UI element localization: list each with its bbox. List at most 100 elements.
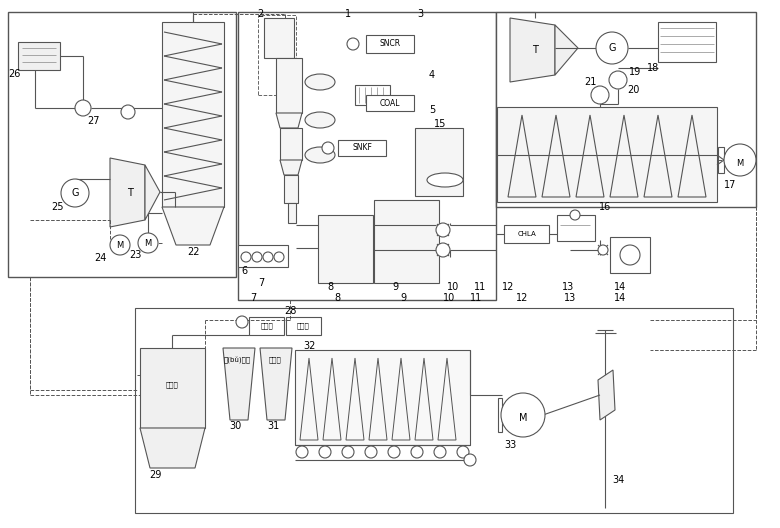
Text: 22: 22 [186,247,199,257]
Text: M: M [736,158,743,167]
Text: 33: 33 [504,440,516,450]
Text: G: G [71,188,79,198]
Text: 液堿泵: 液堿泵 [261,323,273,329]
Bar [497,107,717,202]
Bar [338,140,386,156]
Text: COAL: COAL [380,99,400,108]
Text: 13: 13 [564,293,576,303]
Polygon shape [598,370,615,420]
Bar [610,237,650,273]
Text: M: M [116,240,123,250]
Circle shape [263,252,273,262]
Circle shape [598,245,608,255]
Circle shape [274,252,284,262]
Bar [162,22,224,207]
Circle shape [609,71,627,89]
Bar [366,35,414,53]
Text: T: T [127,188,133,198]
Circle shape [121,105,135,119]
Text: 25: 25 [51,202,64,212]
Bar [496,12,756,207]
Bar [318,215,373,283]
Circle shape [388,446,400,458]
Text: T: T [532,45,538,55]
Bar [658,22,716,62]
Bar [249,317,284,335]
Text: 34: 34 [612,475,624,485]
Text: 液堿罐: 液堿罐 [165,382,179,388]
Bar [504,225,549,243]
Text: 9: 9 [400,293,406,303]
Circle shape [501,393,545,437]
Circle shape [342,446,354,458]
Text: 輸灰機: 輸灰機 [268,357,282,363]
Polygon shape [510,18,555,82]
Text: 18: 18 [647,63,659,73]
Bar [238,12,496,300]
Bar [135,308,733,513]
Polygon shape [140,428,205,468]
Bar [276,58,302,113]
Bar [18,42,60,70]
Polygon shape [280,160,302,175]
Text: M: M [519,413,527,423]
Circle shape [347,38,359,50]
Text: 7: 7 [258,278,264,288]
Bar [286,317,321,335]
Text: 14: 14 [614,293,626,303]
Circle shape [241,252,251,262]
Text: SNCR: SNCR [379,40,401,49]
Polygon shape [145,165,160,220]
Circle shape [296,446,308,458]
Polygon shape [162,207,224,245]
Bar [140,348,205,428]
Polygon shape [718,147,724,173]
Text: 16: 16 [599,202,611,212]
Circle shape [110,235,130,255]
Ellipse shape [305,112,335,128]
Circle shape [322,142,334,154]
Circle shape [724,144,756,176]
Circle shape [591,86,609,104]
Text: 3: 3 [417,9,423,19]
Text: 10: 10 [447,282,459,292]
Polygon shape [223,348,255,420]
Bar [366,95,414,111]
Circle shape [138,233,158,253]
Text: 19: 19 [629,67,641,77]
Polygon shape [276,113,302,128]
Text: 1: 1 [345,9,351,19]
Polygon shape [555,25,578,75]
Text: 液堿泵: 液堿泵 [296,323,310,329]
Ellipse shape [305,147,335,163]
Bar [8,12,236,277]
Text: 30: 30 [229,421,241,431]
Text: CHLA: CHLA [518,231,537,237]
Bar [295,350,470,445]
Text: 29: 29 [149,470,161,480]
Circle shape [61,179,89,207]
Text: 2: 2 [257,9,263,19]
Circle shape [570,210,580,220]
Text: 8: 8 [334,293,340,303]
Bar [374,200,439,283]
Circle shape [434,446,446,458]
Bar [557,215,595,241]
Text: 4: 4 [429,70,435,80]
Text: 補(bǔ)灰機: 補(bǔ)灰機 [223,356,250,364]
Text: 9: 9 [392,282,398,292]
Text: 31: 31 [267,421,279,431]
Text: 32: 32 [304,341,316,351]
Bar [355,85,390,105]
Bar [238,245,288,267]
Circle shape [436,243,450,257]
Circle shape [252,252,262,262]
Circle shape [464,454,476,466]
Text: 27: 27 [87,116,99,126]
Circle shape [236,316,248,328]
Circle shape [436,223,450,237]
Text: 15: 15 [434,119,446,129]
Text: 24: 24 [94,253,106,263]
Text: 5: 5 [429,105,435,115]
Circle shape [411,446,423,458]
